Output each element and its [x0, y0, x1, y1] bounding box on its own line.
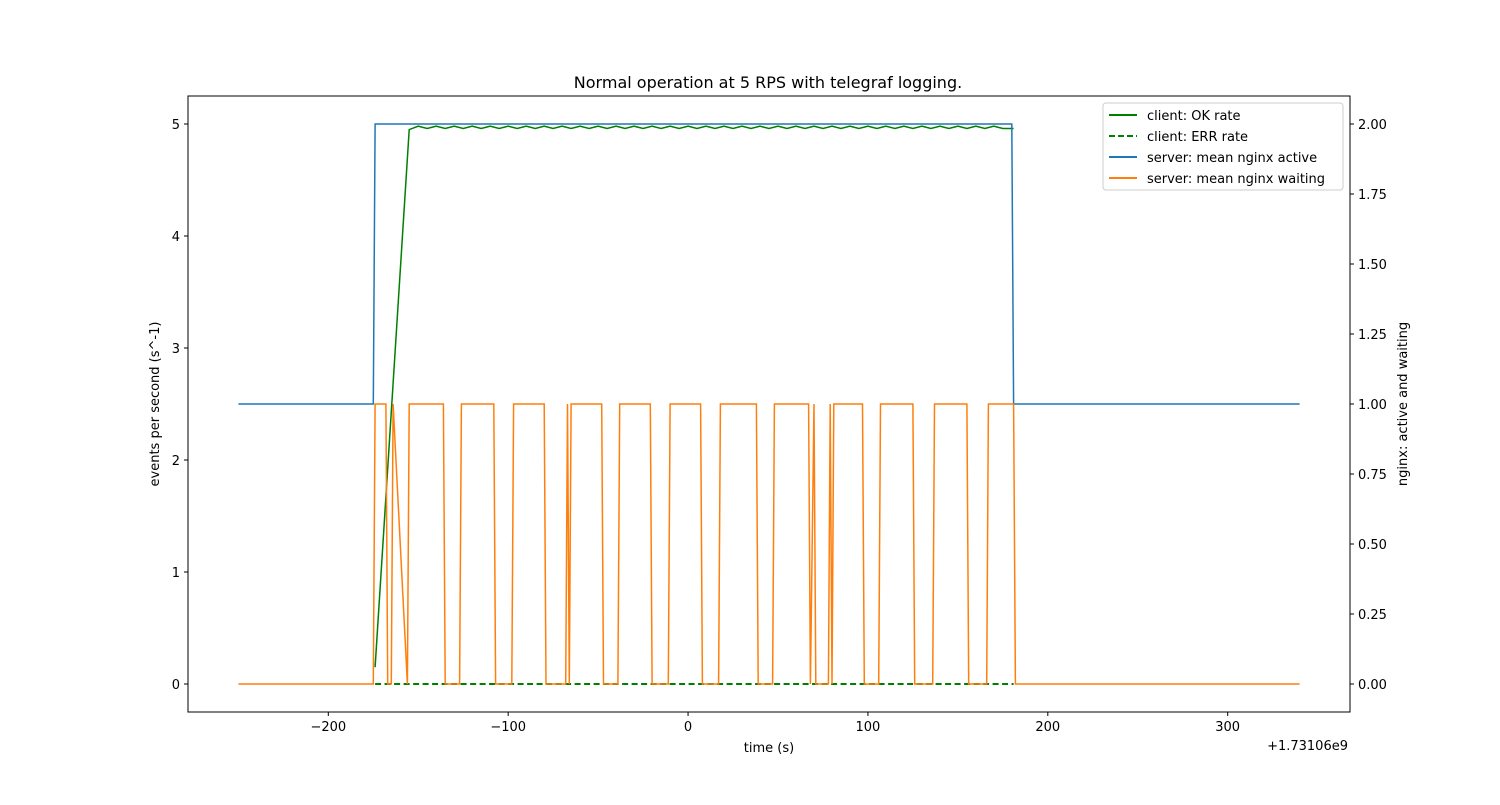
y-right-tick-label: 1.75 — [1358, 188, 1387, 203]
y-left-tick-label: 5 — [172, 118, 180, 133]
x-axis-label: time (s) — [744, 741, 794, 756]
x-tick-label: 200 — [1035, 720, 1060, 735]
y-right-tick-label: 0.25 — [1358, 608, 1387, 623]
x-tick-label: −100 — [490, 720, 526, 735]
x-tick-label: 100 — [856, 720, 881, 735]
legend-label-4: server: mean nginx waiting — [1147, 172, 1325, 187]
legend: client: OK rate client: ERR rate server: m… — [1102, 102, 1344, 191]
y-right-tick-label: 2.00 — [1358, 118, 1387, 133]
y-right-tick-label: 0.50 — [1358, 538, 1387, 553]
legend-label-2: client: ERR rate — [1147, 130, 1248, 145]
series-line-4 — [238, 403, 1300, 685]
y-left-tick-label: 3 — [172, 342, 180, 357]
plot-lines — [238, 123, 1300, 685]
x-tick-label: 0 — [684, 720, 692, 735]
series-line-1 — [374, 125, 1014, 668]
y-left-axis: 0 1 2 3 4 5 — [172, 118, 188, 693]
y-right-tick-label: 0.75 — [1358, 468, 1387, 483]
x-offset-label: +1.73106e9 — [1267, 739, 1348, 754]
x-tick-label: 300 — [1215, 720, 1240, 735]
legend-label-3: server: mean nginx active — [1147, 151, 1317, 166]
y-left-axis-label: events per second (s^-1) — [148, 322, 163, 487]
legend-box — [1102, 102, 1344, 191]
y-right-tick-label: 1.25 — [1358, 328, 1387, 343]
x-tick-label: −200 — [310, 720, 346, 735]
x-axis: −200 −100 0 100 200 300 — [310, 712, 1240, 735]
y-left-tick-label: 1 — [172, 566, 180, 581]
y-right-axis: 0.00 0.25 0.50 0.75 1.00 1.25 1.50 1.75 2.00 — [1350, 118, 1387, 693]
y-left-tick-label: 2 — [172, 454, 180, 469]
series-line-3 — [238, 123, 1300, 405]
y-right-tick-label: 1.50 — [1358, 258, 1387, 273]
legend-label-1: client: OK rate — [1147, 109, 1241, 124]
y-right-tick-label: 0.00 — [1358, 678, 1387, 693]
y-left-tick-label: 0 — [172, 678, 180, 693]
chart-title: Normal operation at 5 RPS with telegraf … — [574, 73, 962, 92]
y-right-tick-label: 1.00 — [1358, 398, 1387, 413]
y-right-axis-label: nginx: active and waiting — [1396, 322, 1411, 486]
y-left-tick-label: 4 — [172, 230, 180, 245]
